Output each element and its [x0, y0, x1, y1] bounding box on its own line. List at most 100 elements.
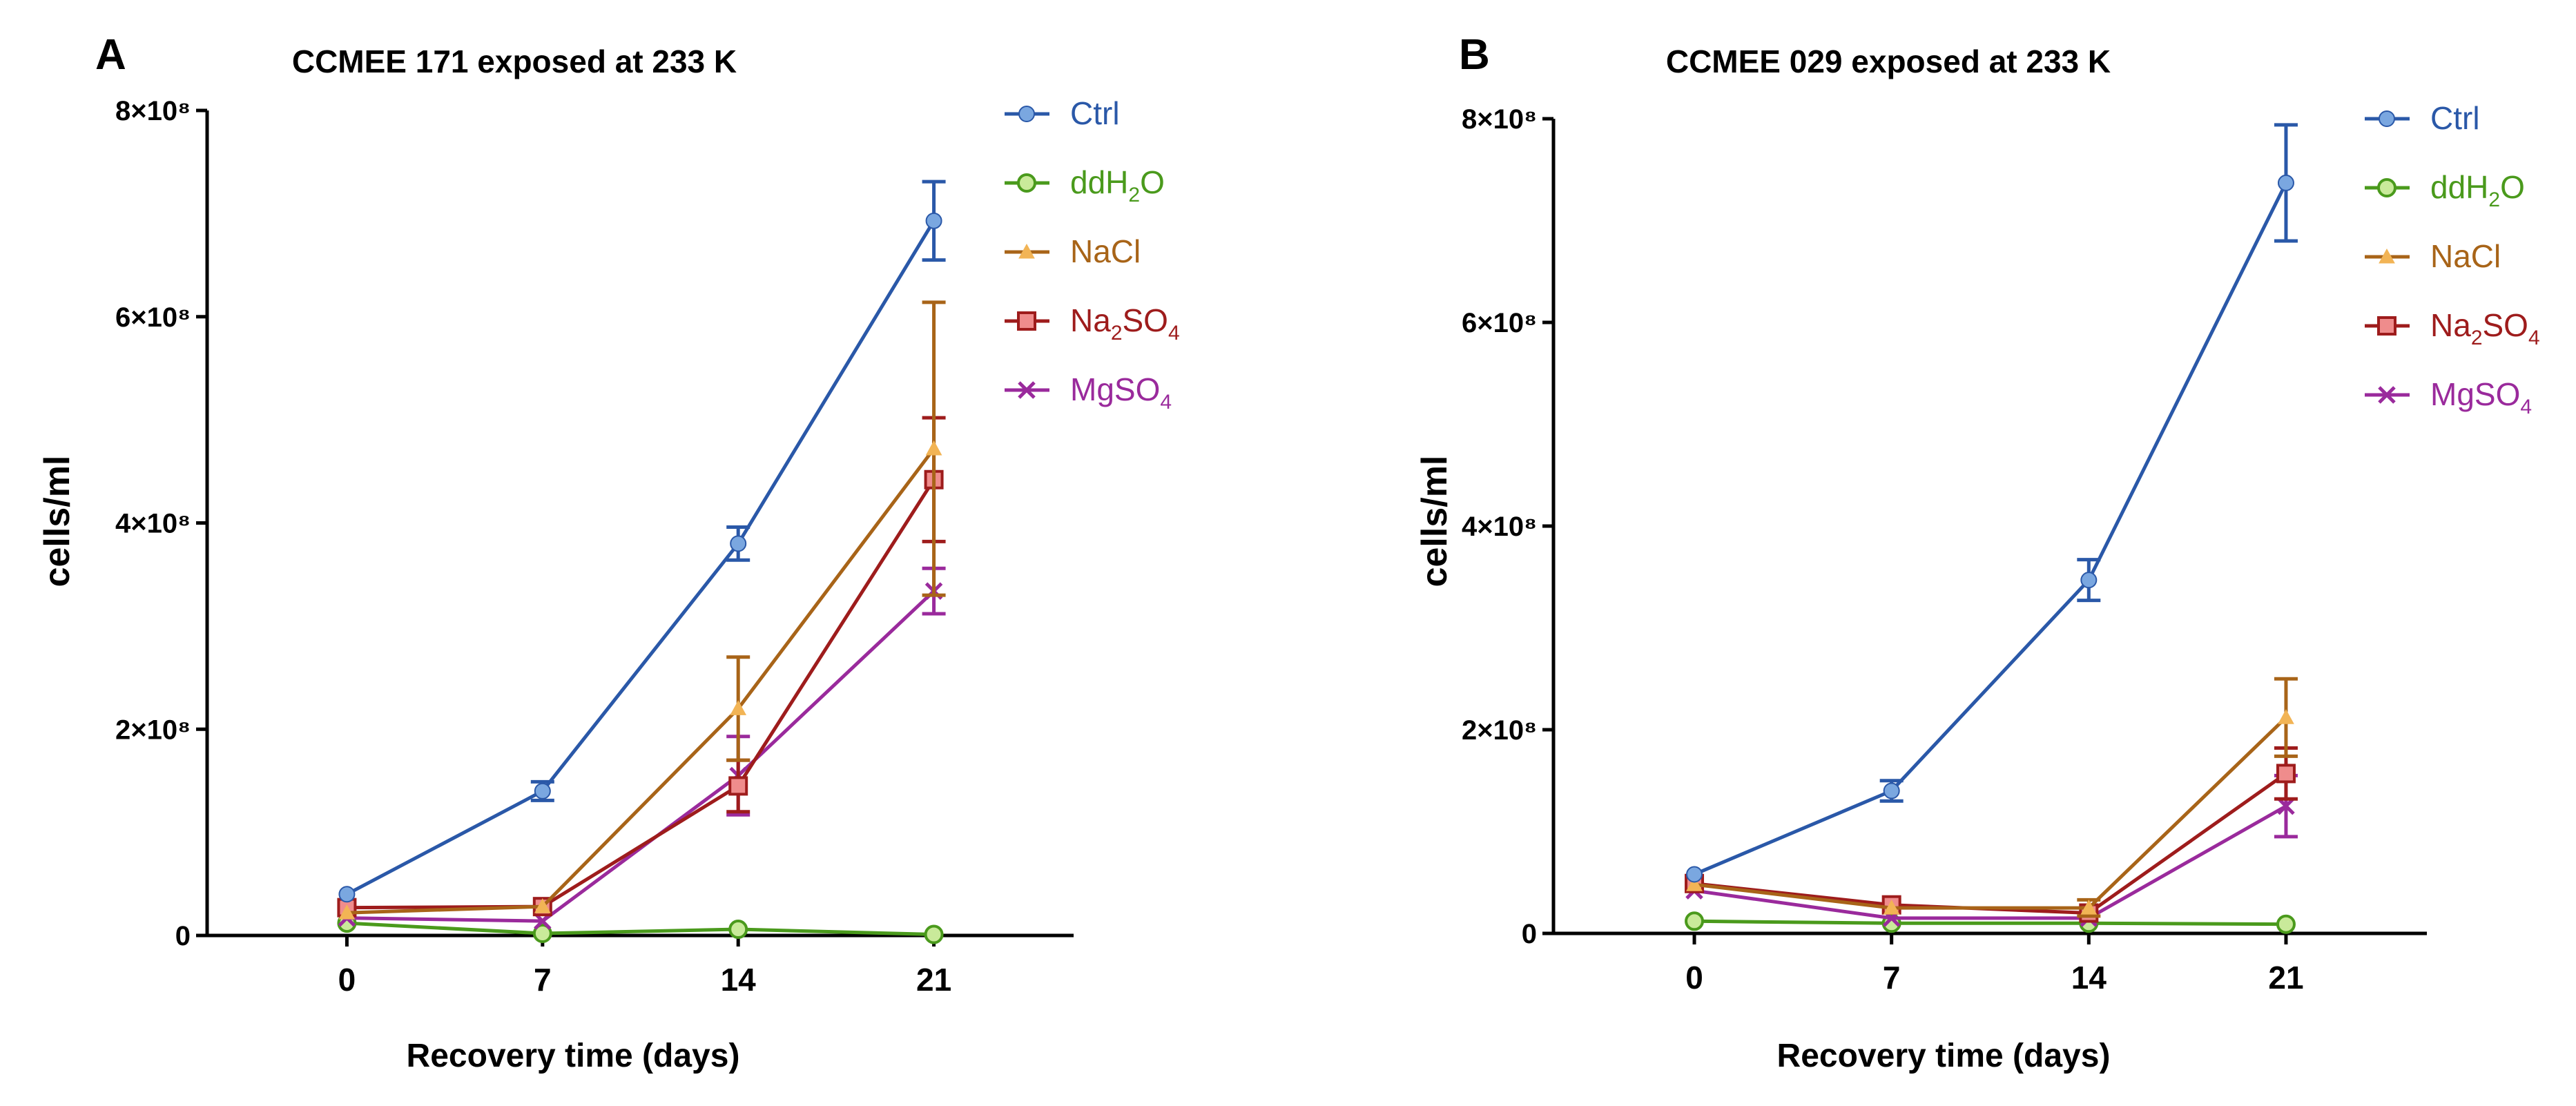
panel-a-nacl-line: [347, 447, 936, 915]
panel-b-legend-label-ddh2o: ddH2O: [2430, 169, 2525, 211]
panel-a-legend-marker-ctrl: [1018, 106, 1035, 122]
panel-b-nacl-point: [1686, 876, 1703, 891]
panel-b-x-tick-label: 0: [1685, 960, 1703, 996]
panel-b-legend-marker-ddh2o: [2377, 178, 2396, 197]
panel-a-legend-item-nacl: NaCl: [1005, 233, 1141, 269]
panel-b-series-mgso4: [1685, 773, 2298, 927]
panel-a-series-nacl: [338, 300, 946, 920]
panel-b-nacl-line: [1694, 716, 2287, 910]
panel-b-legend-label-ctrl: Ctrl: [2430, 100, 2480, 136]
panel-b-y-axis-label: cells/ml: [1415, 456, 1455, 588]
panel-b-legend-item-nacl: NaCl: [2365, 238, 2501, 274]
panel-b-legend-item-ctrl: Ctrl: [2365, 100, 2480, 136]
panel-a-legend: Ctrl ddH2O NaCl Na2SO4 MgSO4: [1005, 95, 1180, 414]
panel-a-mgso4-line: [347, 590, 936, 923]
panel-a-x-tick-label: 0: [338, 962, 356, 998]
panel-b-series-ddh2o: [1685, 911, 2296, 934]
panel-b-legend-item-mgso4: MgSO4: [2365, 376, 2532, 418]
panel-b-series-nacl: [1686, 677, 2298, 918]
panel-a-nacl-point: [534, 898, 551, 913]
panel-a-ddh2o-line: [347, 921, 934, 937]
panel-letter-b: B: [1459, 31, 1490, 79]
panel-a-y-tick-label: 0: [175, 921, 191, 951]
panel-b-plot: 0 2×10⁸ 4×10⁸ 6×10⁸ 8×10⁸ 0 7 14 21 Ctrl ddH2O NaCl…: [1462, 100, 2540, 996]
panel-b-series-ctrl: [1686, 123, 2298, 883]
panel-b-legend-marker-nacl: [2379, 248, 2395, 264]
panel-b-mgso4-point: [2277, 797, 2295, 815]
panel-a-legend-marker-mgso4: [1018, 381, 1036, 399]
panel-a-legend-item-ctrl: Ctrl: [1005, 95, 1120, 131]
panel-a-nacl-point: [925, 440, 942, 456]
panel-b-y-tick-label: 8×10⁸: [1462, 104, 1537, 135]
panel-b-nacl-point: [1883, 900, 1900, 915]
panel-a-y-tick-label: 8×10⁸: [115, 96, 191, 126]
panel-a-y-tick-label: 2×10⁸: [115, 715, 191, 745]
panel-a-ctrl-point: [730, 535, 747, 552]
panel-a-x-tick-label: 14: [721, 962, 757, 998]
panel-b-legend-label-mgso4: MgSO4: [2430, 376, 2532, 418]
panel-b-legend-item-ddh2o: ddH2O: [2365, 169, 2525, 211]
panel-a-nacl-point: [338, 904, 356, 920]
panel-a-ctrl-point: [534, 782, 551, 799]
panel-b-x-tick-label: 21: [2268, 960, 2303, 996]
panel-b-ctrl-line: [1694, 182, 2288, 876]
panel-a-legend-label-ddh2o: ddH2O: [1070, 164, 1165, 206]
plot-layer: 0 2×10⁸ 4×10⁸ 6×10⁸ 8×10⁸ 0 7 14 21 Ctrl ddH2O NaCl…: [115, 95, 2540, 998]
panel-b-title: CCMEE 029 exposed at 233 K: [1666, 43, 2111, 79]
panel-b-ddh2o-point: [2276, 914, 2296, 934]
panel-b-na2so4-line: [1694, 772, 2287, 915]
panel-a-series-ctrl: [338, 180, 946, 903]
panel-a-legend-label-ctrl: Ctrl: [1070, 95, 1120, 131]
panel-b-na2so4-point: [2276, 764, 2296, 784]
panel-b-x-tick-label: 14: [2071, 960, 2107, 996]
panel-a-na2so4-line: [347, 478, 936, 910]
panel-a-legend-marker-nacl: [1018, 243, 1035, 259]
panel-b-legend-marker-ctrl: [2379, 110, 2395, 127]
panel-a-legend-marker-na2so4: [1017, 311, 1036, 331]
panel-a-legend-item-mgso4: MgSO4: [1005, 371, 1172, 414]
panel-a-ctrl-line: [346, 220, 936, 896]
panel-b-legend-marker-mgso4: [2378, 386, 2396, 404]
panel-b-x-axis-label: Recovery time (days): [1777, 1038, 2111, 1074]
panel-b-ctrl-point: [1883, 782, 1900, 799]
panel-b-y-tick-label: 6×10⁸: [1462, 308, 1537, 338]
panel-a-legend-label-nacl: NaCl: [1070, 233, 1141, 269]
panel-a-ctrl-point: [925, 212, 942, 229]
panel-a-x-tick-label: 7: [534, 962, 552, 998]
panel-b-x-tick-label: 7: [1883, 960, 1901, 996]
panel-a-y-tick-label: 4×10⁸: [115, 509, 191, 539]
panel-b-ddh2o-line: [1694, 919, 2286, 926]
panel-b-legend-item-na2so4: Na2SO4: [2365, 307, 2540, 349]
panel-a-series-mgso4: [338, 566, 946, 930]
panel-a-plot: 0 2×10⁸ 4×10⁸ 6×10⁸ 8×10⁸ 0 7 14 21 Ctrl ddH2O NaCl…: [115, 95, 1180, 998]
panel-a-x-axis-label: Recovery time (days): [407, 1038, 740, 1074]
panel-letter-a: A: [95, 31, 126, 79]
panel-b-legend-marker-na2so4: [2377, 316, 2396, 336]
panel-a-ddh2o-point: [924, 924, 944, 944]
panel-a-legend-label-mgso4: MgSO4: [1070, 371, 1172, 414]
panel-a-ctrl-point: [338, 886, 356, 903]
panel-b-ctrl-point: [2080, 572, 2098, 589]
panel-a-na2so4-point: [728, 776, 748, 796]
panel-a-ddh2o-point: [532, 924, 552, 944]
panel-b-nacl-point: [2080, 900, 2098, 915]
panel-a-y-axis-label: cells/ml: [37, 456, 77, 588]
panel-b-legend-label-nacl: NaCl: [2430, 238, 2501, 274]
panel-a-title: CCMEE 171 exposed at 233 K: [292, 43, 737, 79]
panel-b-legend-label-na2so4: Na2SO4: [2430, 307, 2540, 349]
panel-b-y-tick-label: 2×10⁸: [1462, 715, 1537, 746]
panel-b-legend: Ctrl ddH2O NaCl Na2SO4 MgSO4: [2365, 100, 2540, 418]
panel-a-legend-label-na2so4: Na2SO4: [1070, 302, 1180, 345]
panel-a-legend-item-na2so4: Na2SO4: [1005, 302, 1180, 345]
panel-a-y-tick-label: 6×10⁸: [115, 302, 191, 333]
panel-b-y-tick-label: 0: [1522, 919, 1537, 949]
panel-a-ddh2o-point: [728, 920, 748, 940]
panel-b-y-tick-label: 4×10⁸: [1462, 512, 1537, 542]
panel-a-nacl-point: [730, 700, 747, 715]
panel-a-x-tick-label: 21: [916, 962, 951, 998]
panel-b-ddh2o-point: [1685, 911, 1705, 931]
panel-a-legend-marker-ddh2o: [1017, 173, 1036, 193]
panel-b-ctrl-point: [1686, 866, 1703, 883]
panel-b-ctrl-point: [2277, 174, 2294, 191]
